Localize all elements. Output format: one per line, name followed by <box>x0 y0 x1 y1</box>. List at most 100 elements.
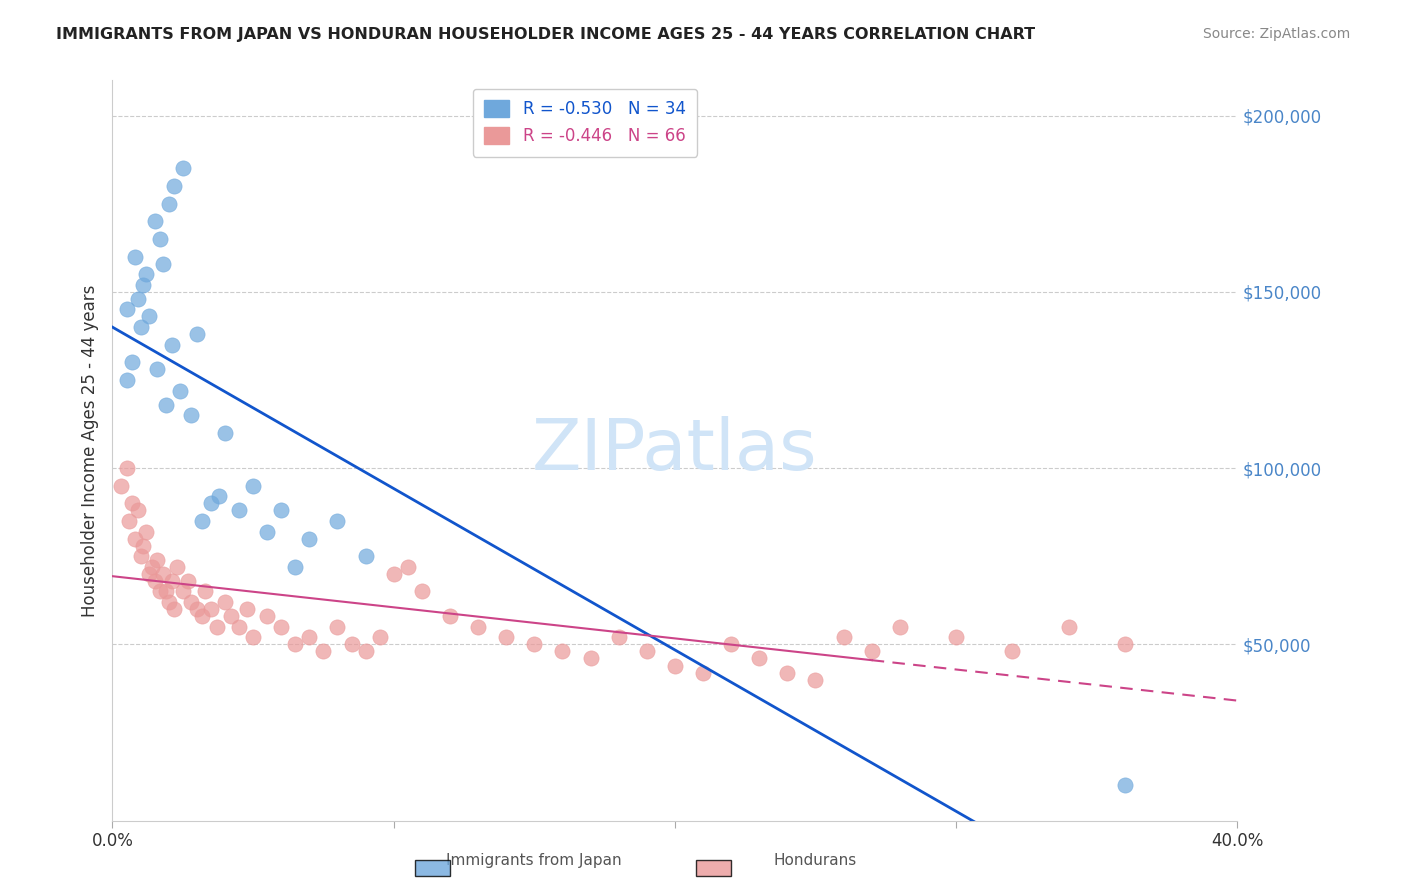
Point <box>143 214 166 228</box>
Point <box>143 574 166 588</box>
Point <box>889 620 911 634</box>
Point <box>135 267 157 281</box>
Point <box>200 496 222 510</box>
Point <box>1114 778 1136 792</box>
Point <box>141 559 163 574</box>
Point <box>149 232 172 246</box>
Point <box>132 277 155 292</box>
Point <box>242 630 264 644</box>
Point <box>326 514 349 528</box>
Point <box>270 620 292 634</box>
Point <box>115 461 138 475</box>
Point <box>172 584 194 599</box>
Y-axis label: Householder Income Ages 25 - 44 years: Householder Income Ages 25 - 44 years <box>80 285 98 616</box>
Point <box>208 489 231 503</box>
Point <box>132 539 155 553</box>
Point <box>1114 637 1136 651</box>
Point <box>256 609 278 624</box>
Point <box>382 566 405 581</box>
Point <box>312 644 335 658</box>
Point <box>832 630 855 644</box>
Legend: R = -0.530   N = 34, R = -0.446   N = 66: R = -0.530 N = 34, R = -0.446 N = 66 <box>472 88 697 157</box>
Point <box>326 620 349 634</box>
Point <box>110 479 132 493</box>
Point <box>776 665 799 680</box>
Point <box>191 609 214 624</box>
Point <box>157 595 180 609</box>
Point <box>804 673 827 687</box>
Point <box>636 644 658 658</box>
Text: ZIPatlas: ZIPatlas <box>531 416 818 485</box>
Point <box>236 602 259 616</box>
Point <box>146 362 169 376</box>
Point <box>129 320 152 334</box>
Point <box>340 637 363 651</box>
Point <box>200 602 222 616</box>
Point <box>135 524 157 539</box>
Point <box>177 574 200 588</box>
Text: Source: ZipAtlas.com: Source: ZipAtlas.com <box>1202 27 1350 41</box>
Point <box>945 630 967 644</box>
Point <box>163 602 186 616</box>
Point <box>228 620 250 634</box>
Point <box>166 559 188 574</box>
Point <box>298 532 321 546</box>
Point <box>180 408 202 422</box>
Point <box>439 609 461 624</box>
Text: Immigrants from Japan: Immigrants from Japan <box>447 854 621 868</box>
Point <box>115 373 138 387</box>
Point <box>157 196 180 211</box>
Point <box>160 574 183 588</box>
Point <box>411 584 433 599</box>
Point <box>256 524 278 539</box>
Point <box>118 514 141 528</box>
Point <box>270 503 292 517</box>
Point <box>748 651 770 665</box>
Point <box>138 310 160 324</box>
Point <box>152 566 174 581</box>
Point <box>172 161 194 176</box>
Point <box>354 644 377 658</box>
Point <box>205 620 228 634</box>
Point <box>186 327 208 342</box>
Point <box>155 398 177 412</box>
Point <box>284 637 307 651</box>
Text: IMMIGRANTS FROM JAPAN VS HONDURAN HOUSEHOLDER INCOME AGES 25 - 44 YEARS CORRELAT: IMMIGRANTS FROM JAPAN VS HONDURAN HOUSEH… <box>56 27 1035 42</box>
Point <box>354 549 377 564</box>
Point <box>127 503 149 517</box>
Point <box>127 292 149 306</box>
Point <box>163 179 186 194</box>
Point <box>180 595 202 609</box>
Point <box>186 602 208 616</box>
Point <box>160 337 183 351</box>
Point <box>169 384 191 398</box>
Point <box>138 566 160 581</box>
Point <box>368 630 391 644</box>
Point <box>860 644 883 658</box>
Point <box>115 302 138 317</box>
Point <box>149 584 172 599</box>
Point <box>124 250 146 264</box>
Point <box>152 257 174 271</box>
Point <box>191 514 214 528</box>
Point <box>214 425 236 440</box>
Point <box>146 553 169 567</box>
Point <box>228 503 250 517</box>
Point <box>242 479 264 493</box>
Point <box>579 651 602 665</box>
Point <box>124 532 146 546</box>
Point <box>284 559 307 574</box>
Point <box>551 644 574 658</box>
Point <box>720 637 742 651</box>
Point <box>155 584 177 599</box>
Point <box>214 595 236 609</box>
Point <box>467 620 489 634</box>
Point <box>607 630 630 644</box>
Point <box>298 630 321 644</box>
Point <box>194 584 217 599</box>
Point <box>219 609 242 624</box>
Point <box>129 549 152 564</box>
Point <box>1001 644 1024 658</box>
Point <box>495 630 517 644</box>
Point <box>523 637 546 651</box>
